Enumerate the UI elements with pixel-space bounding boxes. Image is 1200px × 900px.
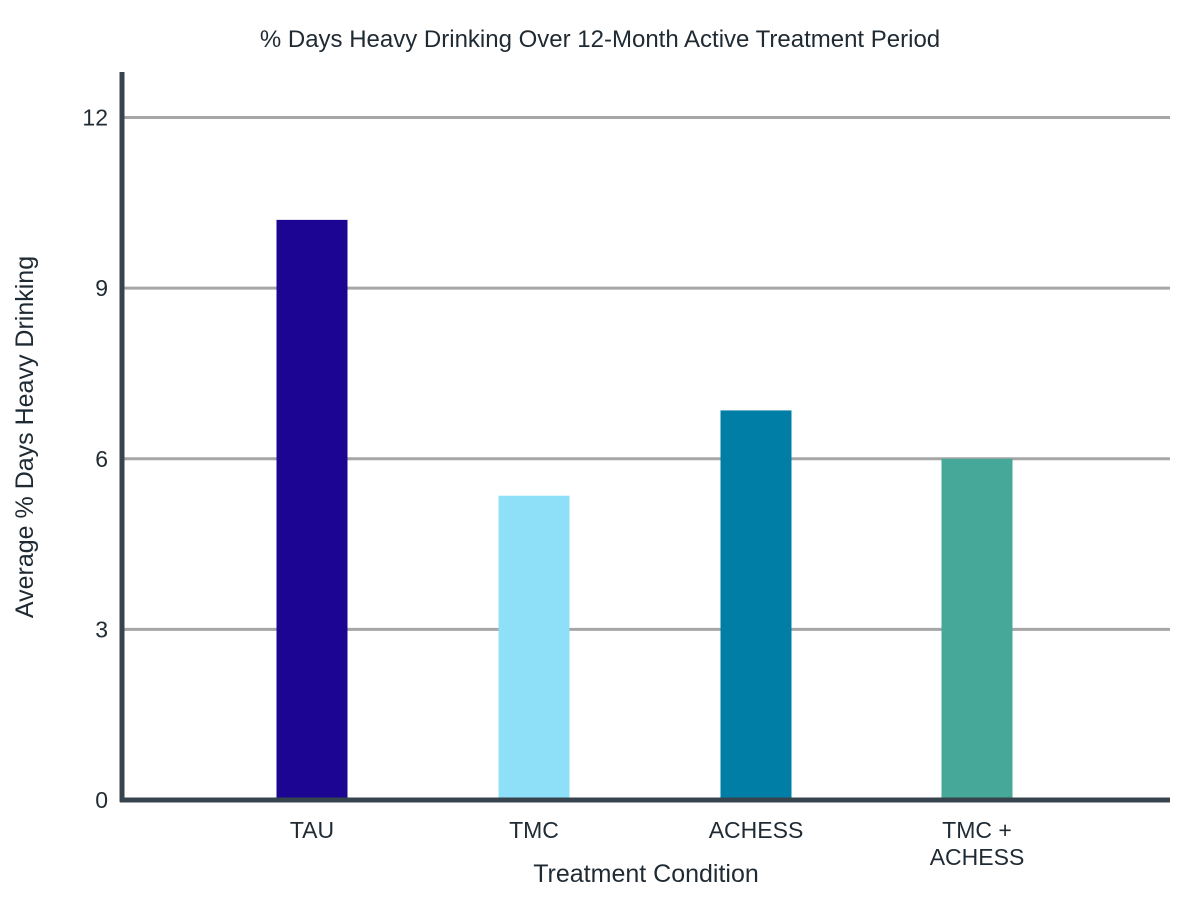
y-tick-label: 3	[95, 616, 108, 642]
y-tick-label: 0	[95, 787, 108, 813]
bar-achess	[720, 410, 792, 800]
y-axis-title: Average % Days Heavy Drinking	[11, 256, 39, 618]
bar-tmc	[498, 495, 570, 800]
x-category-label: TAU	[290, 817, 334, 843]
y-tick-labels: 0 3 6 9 12	[82, 105, 108, 814]
x-axis-title: Treatment Condition	[533, 860, 759, 888]
x-category-label-line: TMC	[509, 817, 559, 843]
y-tick-label: 9	[95, 275, 108, 301]
bar-tau	[276, 219, 348, 800]
axes	[119, 72, 1170, 803]
x-category-label: TMC	[509, 817, 559, 843]
x-category-label-line: TAU	[290, 817, 334, 843]
x-category-label-line: ACHESS	[930, 844, 1025, 870]
x-category-label: ACHESS	[709, 817, 804, 843]
bars	[276, 219, 1013, 800]
chart-title: % Days Heavy Drinking Over 12-Month Acti…	[260, 26, 940, 53]
bar-tmc-achess	[941, 458, 1013, 800]
x-category-label-line: TMC +	[942, 817, 1012, 843]
x-category-label: TMC + ACHESS	[930, 817, 1025, 870]
x-category-labels: TAU TMC ACHESS TMC + ACHESS	[290, 817, 1024, 870]
y-tick-label: 12	[82, 105, 108, 131]
y-tick-label: 6	[95, 446, 108, 472]
x-category-label-line: ACHESS	[709, 817, 804, 843]
